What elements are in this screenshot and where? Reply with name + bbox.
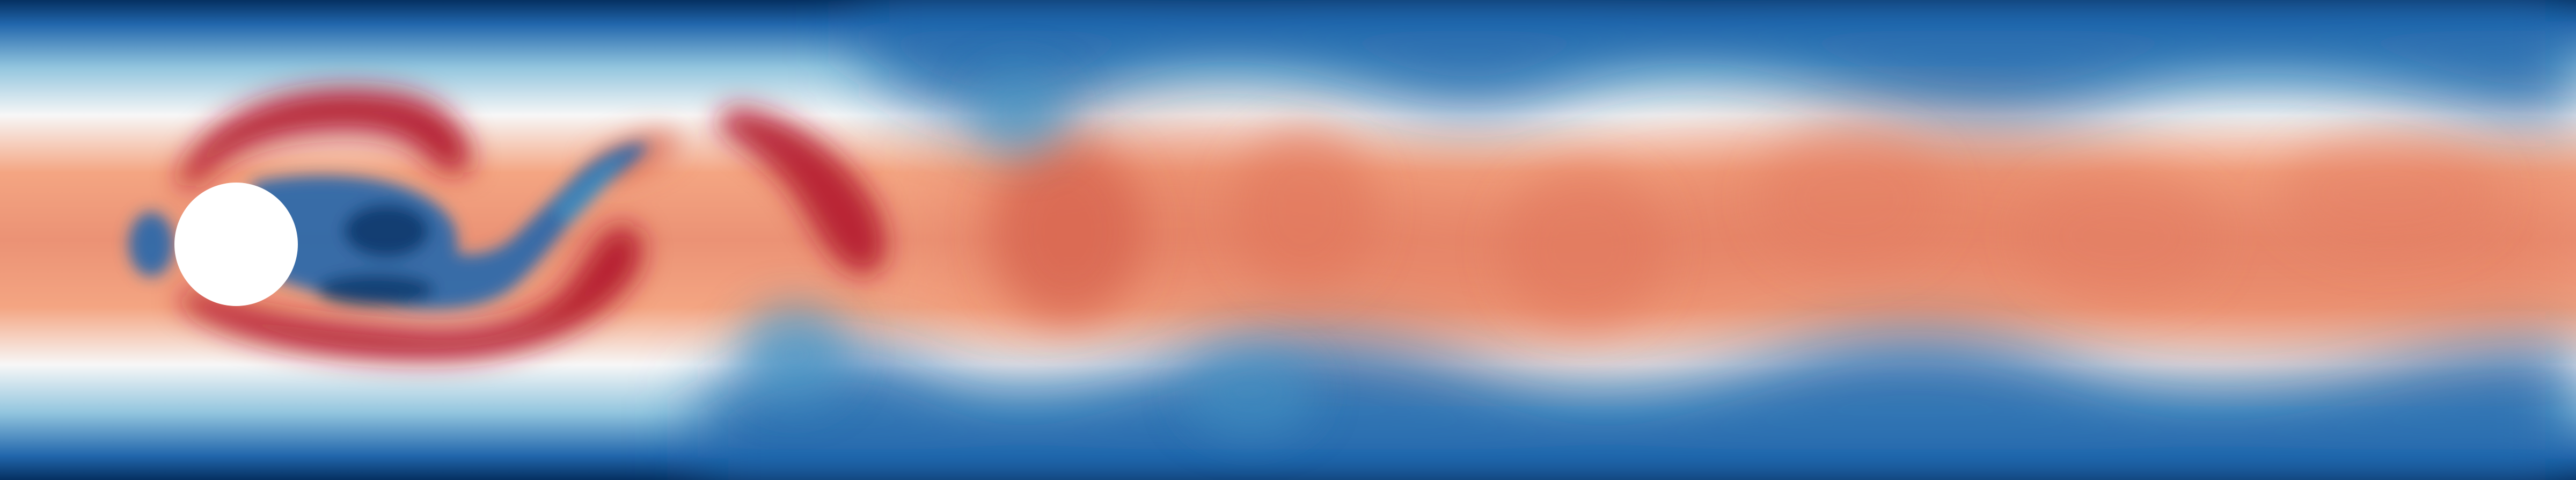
cylinder-obstacle <box>174 183 298 306</box>
recirculation-zone <box>129 143 649 310</box>
lower-wall-waves <box>698 330 2576 480</box>
upper-wall-waves <box>859 0 2576 124</box>
near-wake-blue-blobs <box>741 70 1315 435</box>
mid-wake-blotches <box>993 129 2496 328</box>
